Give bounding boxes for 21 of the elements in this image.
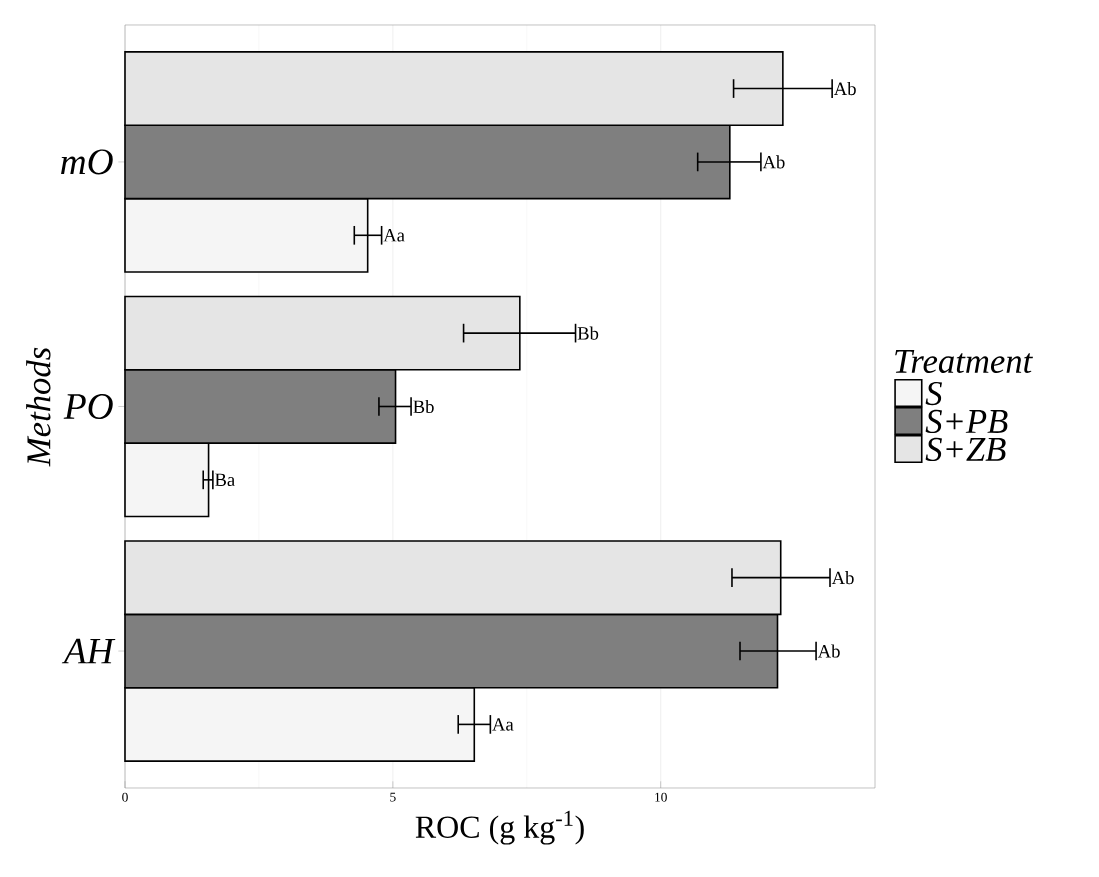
data-label: Bb xyxy=(413,399,434,414)
y-tick-label: AH xyxy=(61,638,116,664)
y-tick-label: PO xyxy=(63,393,113,420)
y-tick-label: mO xyxy=(61,149,113,175)
legend-label: S+ZB xyxy=(925,437,1006,462)
legend-title: Treatment xyxy=(895,349,1033,374)
legend-label: S+PB xyxy=(925,409,1008,434)
data-label: Bb xyxy=(577,326,599,340)
data-label: Aa xyxy=(492,718,514,731)
legend-label: S xyxy=(925,381,942,406)
x-tick-label: 10 xyxy=(655,792,667,802)
data-label: Ba xyxy=(215,473,235,487)
data-label: Aa xyxy=(383,229,405,242)
x-tick-label: 5 xyxy=(390,792,396,802)
data-label: Ab xyxy=(762,155,785,169)
x-axis-title: ROC (g kg$^{-1}$) xyxy=(415,810,584,845)
data-label: Ab xyxy=(817,644,840,658)
data-label: Ab xyxy=(831,571,854,585)
y-axis-title: Methods xyxy=(26,347,51,467)
data-label: Ab xyxy=(833,81,856,96)
x-tick-label: 0 xyxy=(122,792,128,802)
